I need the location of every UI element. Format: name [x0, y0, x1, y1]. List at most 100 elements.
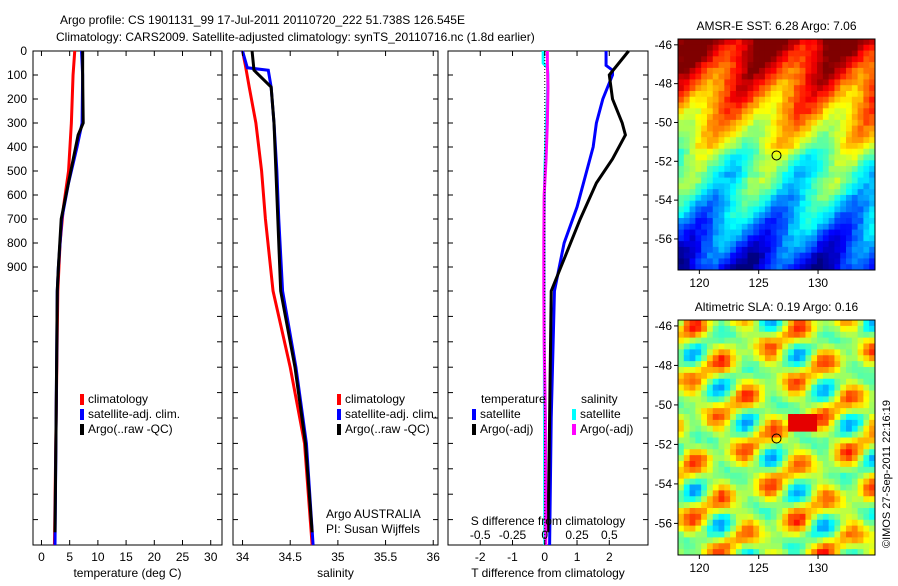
map-cell [840, 525, 847, 532]
map-cell [846, 390, 853, 397]
map-cell [747, 235, 754, 242]
map-cell [695, 142, 702, 150]
map-cell [822, 137, 830, 144]
map-cell [712, 396, 720, 403]
map-cell [857, 125, 864, 132]
map-cell [805, 137, 812, 144]
map-cell [695, 549, 702, 556]
map-cell [741, 258, 749, 265]
map-cell [718, 218, 725, 225]
map-cell [718, 67, 725, 75]
x-tick-label: 35.5 [374, 550, 398, 564]
map-cell [701, 508, 708, 515]
map-cell [782, 355, 789, 362]
map-cell [695, 367, 702, 374]
map-cell [759, 148, 766, 155]
map-cell [735, 50, 743, 57]
map-cell [851, 171, 859, 179]
map-cell [718, 252, 725, 259]
map-cell [869, 223, 876, 231]
map-cell [764, 85, 772, 92]
map-cell [869, 549, 876, 556]
map-cell [712, 372, 720, 380]
map-cell [851, 85, 859, 92]
map-cell [759, 543, 766, 550]
map-cell [869, 200, 876, 207]
map-cell [834, 39, 841, 46]
map-cell [822, 325, 830, 333]
map-cell [776, 67, 783, 75]
map-cell [793, 425, 801, 433]
map-cell [764, 396, 772, 403]
map-cell [857, 166, 864, 173]
map-cell [689, 212, 696, 219]
map-cell [822, 96, 830, 104]
map-cell [712, 367, 720, 374]
map-cell [805, 508, 812, 515]
map-cell [817, 125, 824, 132]
map-cell [863, 102, 870, 109]
map-cell [724, 531, 731, 538]
map-cell [730, 408, 737, 415]
map-cell [788, 252, 795, 259]
map-cell [718, 142, 725, 150]
map-cell [718, 466, 725, 474]
map-cell [805, 490, 812, 497]
map-cell [840, 414, 847, 421]
map-cell [863, 337, 870, 344]
map-cell [799, 96, 806, 104]
map-cell [701, 218, 708, 225]
map-cell [718, 50, 725, 57]
map-cell [828, 414, 835, 421]
map-cell [788, 206, 795, 213]
map-cell [678, 79, 685, 86]
map-cell [811, 355, 818, 362]
map-cell [782, 96, 789, 104]
map-cell [851, 543, 859, 550]
map-cell [840, 264, 847, 271]
map-cell [724, 408, 731, 415]
map-cell [782, 229, 789, 236]
map-cell [718, 508, 725, 515]
map-cell [782, 114, 789, 121]
map-cell [857, 50, 864, 57]
map-cell [799, 443, 806, 450]
map-cell [747, 79, 754, 86]
map-cell [851, 189, 859, 196]
map-cell [689, 455, 696, 462]
map-cell [869, 194, 876, 202]
map-cell [834, 390, 841, 397]
map-cell [793, 160, 801, 167]
map-cell [730, 218, 737, 225]
map-cell [741, 502, 749, 509]
map-cell [869, 177, 876, 184]
map-cell [753, 443, 760, 450]
map-cell [724, 154, 731, 161]
map-cell [764, 384, 772, 391]
map-cell [706, 525, 714, 532]
map-cell [869, 419, 876, 427]
map-cell [747, 39, 754, 46]
map-cell [753, 79, 760, 86]
map-cell [857, 431, 864, 438]
map-cell [793, 96, 801, 104]
map-cell [782, 466, 789, 474]
map-cell [689, 496, 696, 503]
map-cell [805, 466, 812, 474]
map-cell [683, 148, 691, 155]
map-cell [683, 396, 691, 403]
map-cell [846, 142, 853, 150]
map-cell [701, 431, 708, 438]
map-cell [712, 349, 720, 356]
map-cell [846, 189, 853, 196]
map-cell [764, 246, 772, 254]
x-tick-label: 15 [119, 550, 133, 564]
map-cell [695, 490, 702, 497]
map-cell [811, 508, 818, 515]
map-cell [724, 372, 731, 380]
map-cell [776, 114, 783, 121]
map-cell [759, 189, 766, 196]
map-cell [863, 258, 870, 265]
map-cell [776, 537, 783, 544]
map-cell [695, 337, 702, 344]
